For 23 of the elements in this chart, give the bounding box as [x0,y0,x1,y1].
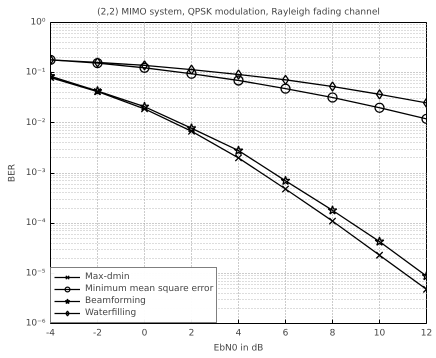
x-tick-label: -4 [46,328,56,338]
legend-label: Max-dmin [85,271,130,283]
y-tick-label: 10⁰ [30,18,46,28]
x-tick-label: 12 [420,328,432,338]
x-tick-label: 2 [188,328,194,338]
x-tick-label: 10 [374,328,386,338]
chart-title: (2,2) MIMO system, QPSK modulation, Rayleigh fading channel [97,8,380,18]
x-tick-label: 6 [282,328,289,338]
y-tick-label: 10⁻⁴ [26,218,46,228]
x-tick-label: 8 [330,328,336,338]
y-tick-label: 10⁻² [26,118,46,128]
x-axis-title: EbN0 in dB [214,344,264,354]
legend-label: Waterfilling [85,307,136,319]
legend-label: Minimum mean square error [85,283,214,295]
x-tick-label: -2 [93,328,102,338]
y-tick-label: 10⁻⁶ [26,318,46,328]
y-axis-title: BER [8,164,18,182]
x-tick-label: 0 [142,328,148,338]
y-tick-label: 10⁻⁵ [26,268,46,278]
x-tick-label: 4 [236,328,242,338]
y-tick-label: 10⁻³ [26,168,46,178]
legend-label: Beamforming [85,295,146,307]
y-tick-label: 10⁻¹ [26,68,46,78]
